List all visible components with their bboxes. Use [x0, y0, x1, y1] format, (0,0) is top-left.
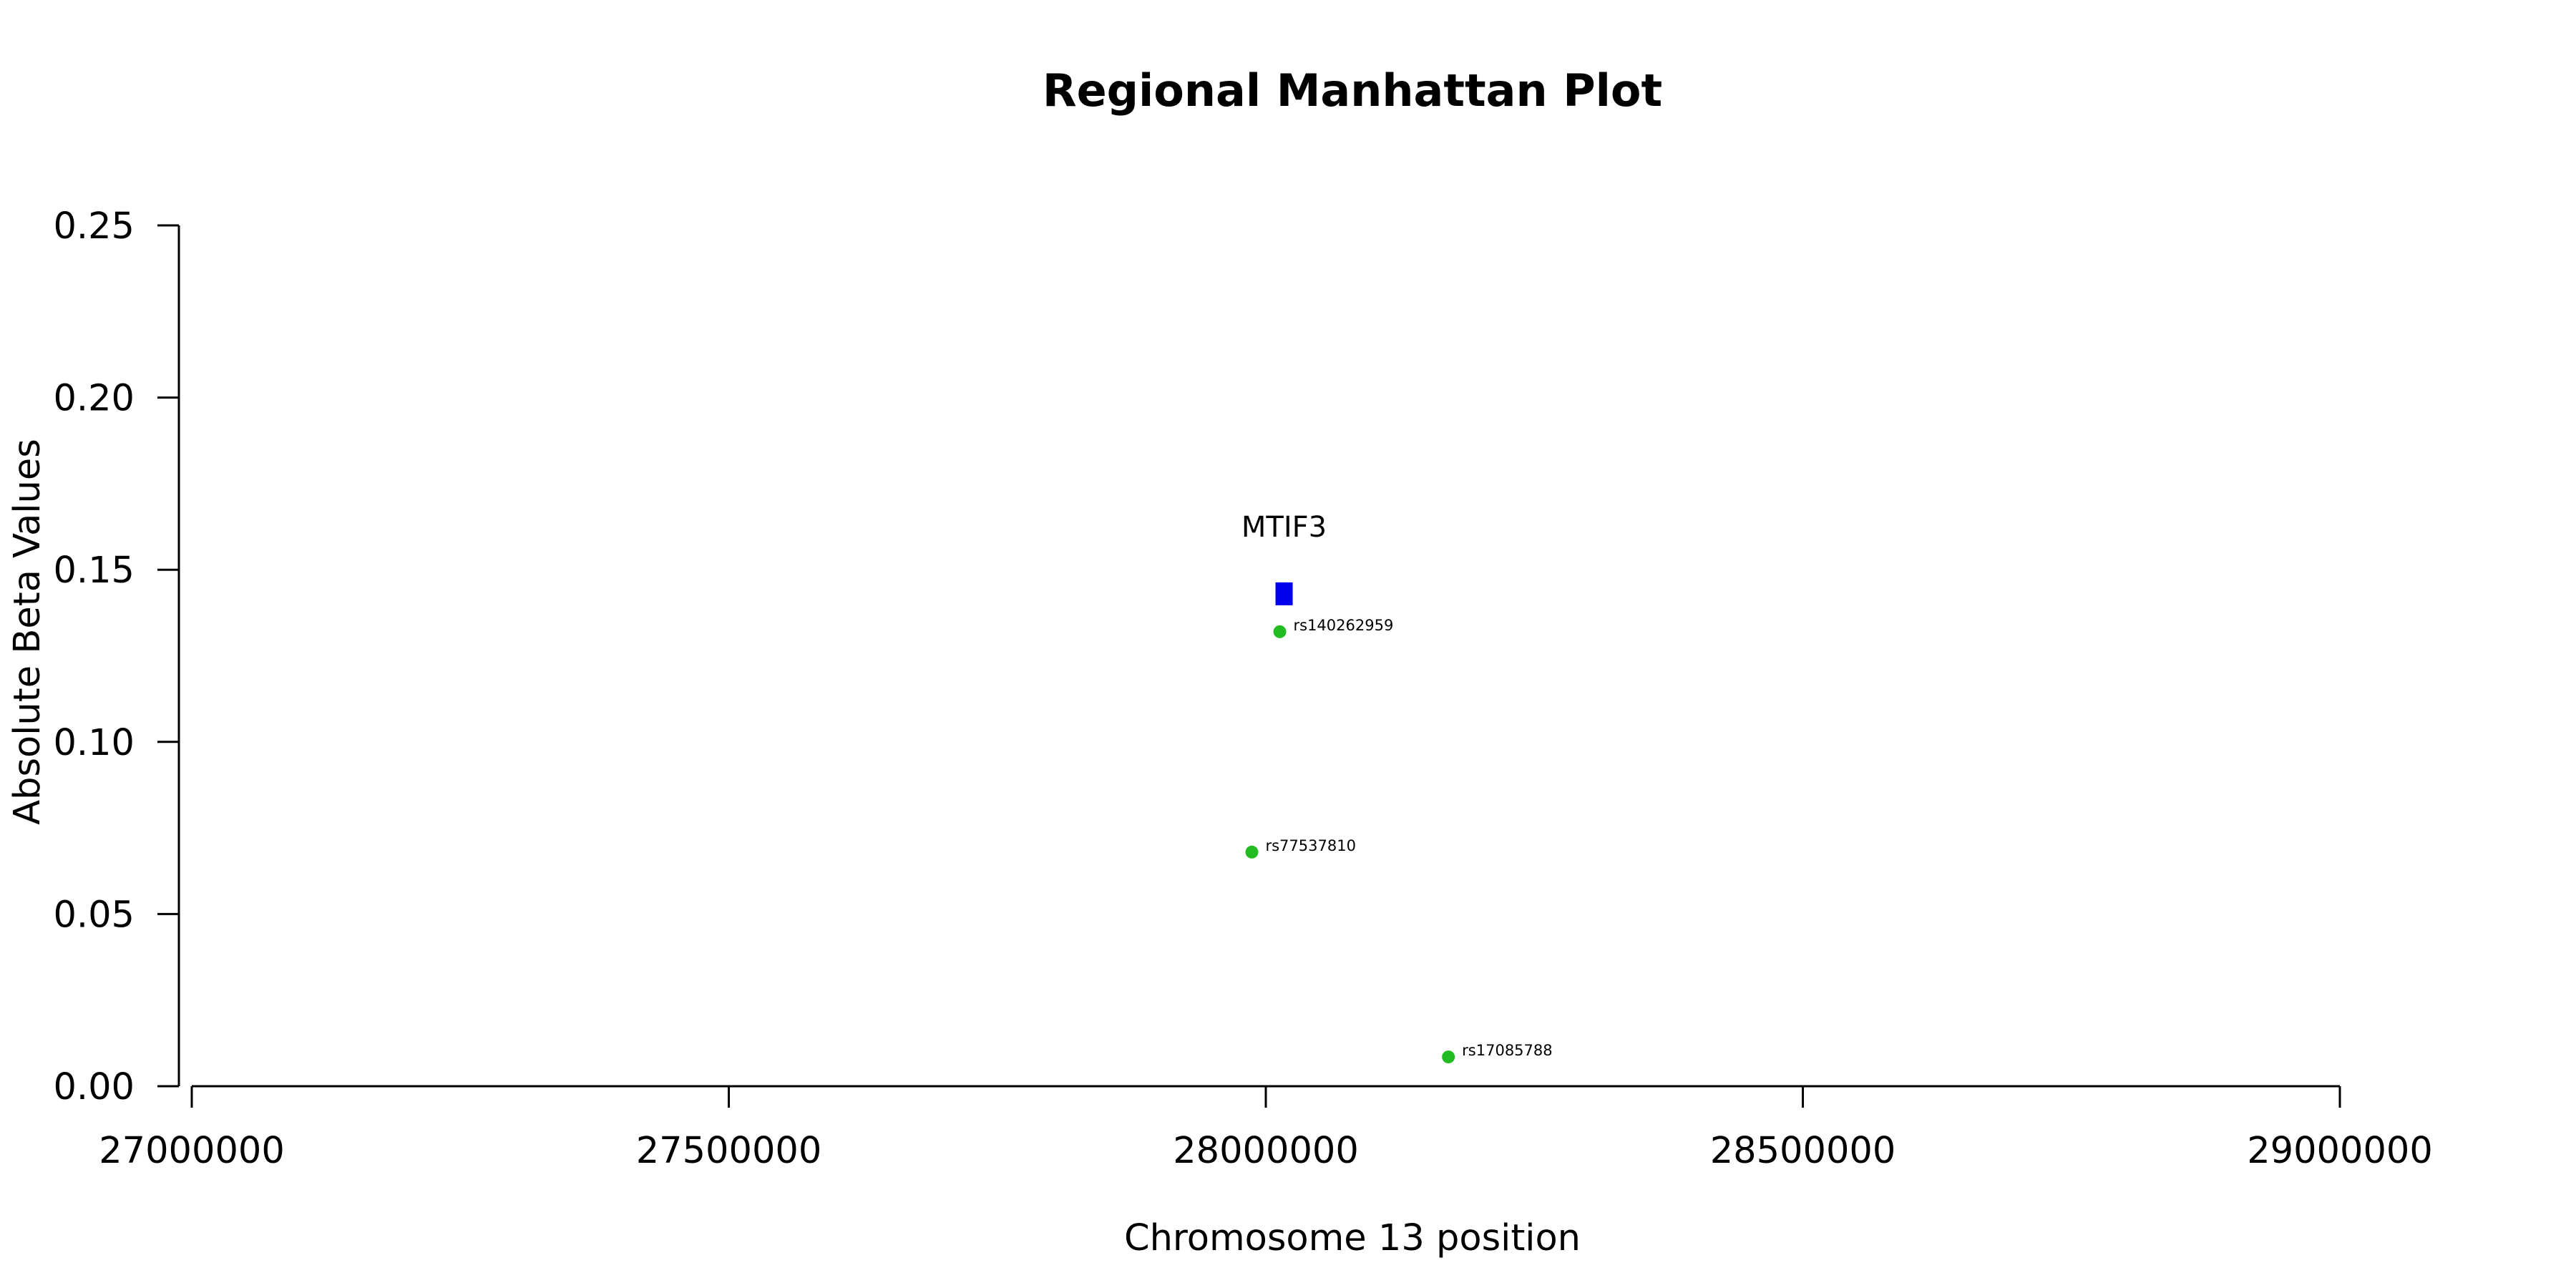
y-tick-label: 0.00 [53, 1066, 135, 1108]
y-tick-label: 0.20 [53, 378, 135, 420]
gene-label: MTIF3 [1241, 511, 1327, 544]
snp-point [1273, 625, 1287, 638]
snp-point [1245, 845, 1259, 859]
x-tick-label: 29000000 [2247, 1130, 2433, 1172]
y-tick-label: 0.05 [53, 894, 135, 936]
y-tick-label: 0.15 [53, 550, 135, 592]
snp-label: rs17085788 [1462, 1042, 1552, 1059]
x-tick-label: 27000000 [99, 1130, 285, 1172]
x-tick-label: 27500000 [636, 1130, 822, 1172]
x-axis-label: Chromosome 13 position [1124, 1217, 1581, 1259]
snp-point [1442, 1050, 1455, 1064]
y-tick-label: 0.25 [53, 205, 135, 248]
y-tick-label: 0.10 [53, 722, 135, 764]
snp-label: rs140262959 [1294, 617, 1394, 634]
x-tick-label: 28500000 [1710, 1130, 1896, 1172]
chart-title: Regional Manhattan Plot [1043, 64, 1662, 117]
y-axis-label: Absolute Beta Values [6, 439, 49, 825]
snp-label: rs77537810 [1265, 837, 1355, 854]
gene-block [1275, 582, 1293, 605]
plot-area: 0.00 0.05 0.10 0.15 0.20 0.25 27000000 27500000… [53, 205, 2432, 1172]
x-tick-label: 28000000 [1173, 1130, 1359, 1172]
